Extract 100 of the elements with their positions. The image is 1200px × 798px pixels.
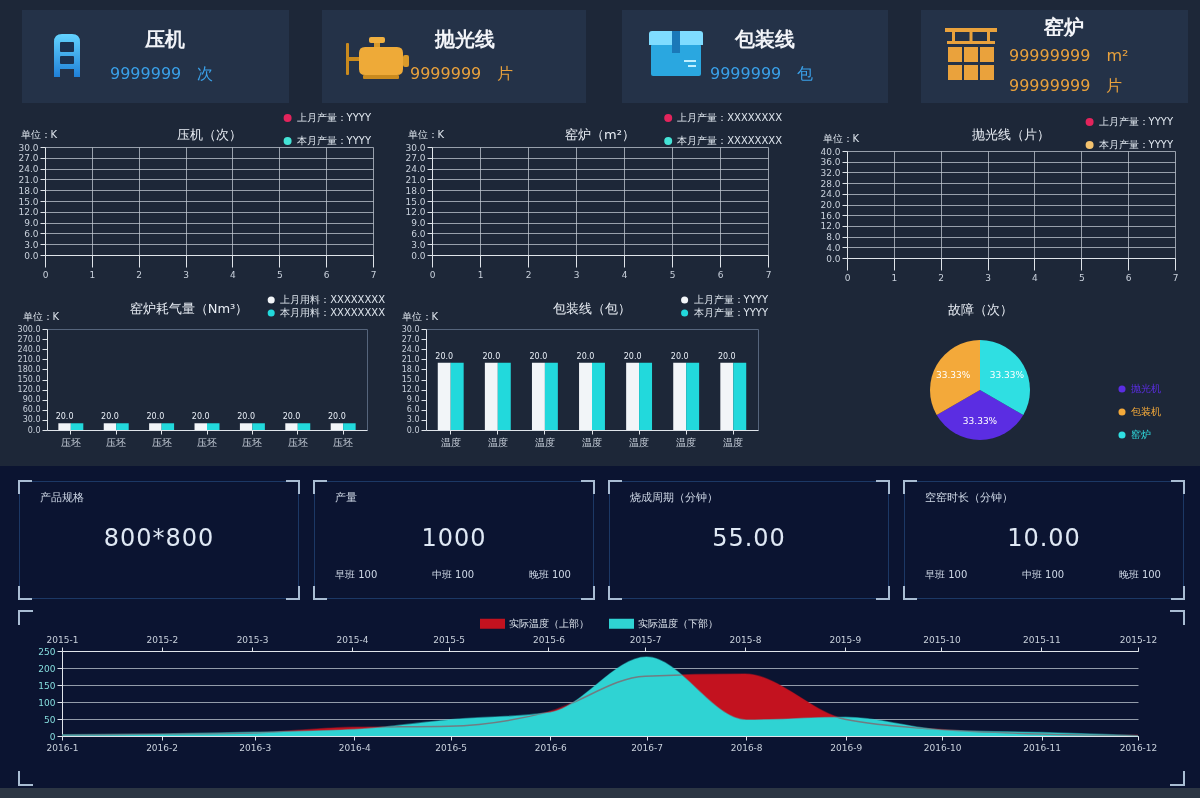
pie-slice bbox=[930, 340, 980, 415]
x-tick-label: 温度 bbox=[723, 436, 744, 448]
y-tick-label: 15.0 bbox=[401, 375, 420, 384]
text: 99999999 bbox=[1009, 46, 1091, 65]
data-label: 20.0 bbox=[529, 351, 548, 361]
y-tick-label: 6.0 bbox=[24, 228, 39, 239]
y-tick-label: 150.0 bbox=[17, 375, 41, 384]
x-tick-label: 温度 bbox=[534, 436, 555, 448]
y-tick-label: 18.0 bbox=[18, 185, 39, 196]
x-tick-label: 温度 bbox=[629, 436, 650, 448]
x-tick-label: 1 bbox=[89, 269, 96, 280]
legend-label: 本月产量：XXXXXXXX bbox=[677, 135, 783, 146]
y-tick-label: 18.0 bbox=[405, 185, 426, 196]
legend-label: 实际温度（上部） bbox=[509, 617, 589, 629]
data-label: 20.0 bbox=[435, 351, 454, 361]
y-tick-label: 150 bbox=[38, 680, 56, 691]
x2-tick-label: 2015-4 bbox=[336, 634, 369, 645]
chart-title: 压机（次） bbox=[176, 127, 242, 142]
text: 99999999 bbox=[1009, 76, 1091, 95]
text: 晚班 100 bbox=[528, 568, 571, 582]
text: 800*800 bbox=[102, 524, 216, 552]
text: 次 bbox=[197, 64, 214, 83]
legend-label: 抛光机 bbox=[1131, 383, 1161, 394]
y-axis-title: 单位：K bbox=[22, 310, 60, 322]
x-tick-label: 4 bbox=[230, 269, 237, 280]
y-tick-label: 0 bbox=[49, 731, 56, 742]
y-tick-label: 16.0 bbox=[820, 210, 841, 221]
y-tick-label: 8.0 bbox=[826, 232, 841, 243]
y-tick-label: 20.0 bbox=[820, 200, 841, 210]
legend-label: 本月产量：YYYY bbox=[1098, 139, 1174, 150]
y-tick-label: 9.0 bbox=[411, 218, 426, 229]
y-tick-label: 28.0 bbox=[820, 178, 841, 189]
x-tick-label: 2016-11 bbox=[1023, 742, 1061, 753]
text: 1000 bbox=[420, 524, 488, 552]
y-tick-label: 15.0 bbox=[18, 196, 39, 207]
y-tick-label: 90.0 bbox=[22, 395, 41, 405]
y-tick-label: 24.0 bbox=[820, 189, 841, 200]
y-axis-title: 单位：K bbox=[822, 132, 860, 144]
y-axis-title: 单位：K bbox=[20, 128, 58, 140]
x-tick-label: 3 bbox=[985, 272, 991, 283]
y-tick-label: 50 bbox=[44, 714, 56, 725]
text: 包装线 bbox=[733, 26, 796, 53]
text: 9999999 bbox=[110, 64, 182, 83]
x-tick-label: 温度 bbox=[487, 436, 508, 448]
x2-tick-label: 2015-9 bbox=[829, 634, 862, 645]
x-tick-label: 2 bbox=[938, 272, 945, 283]
y-tick-label: 30.0 bbox=[401, 324, 420, 334]
text: 抛光线 bbox=[433, 26, 496, 53]
y-tick-label: 21.0 bbox=[405, 174, 426, 185]
x-tick-label: 5 bbox=[276, 269, 283, 280]
legend-label: 上月产量：YYYY bbox=[1098, 116, 1174, 127]
legend-label: 包装机 bbox=[1131, 406, 1161, 417]
y-tick-label: 3.0 bbox=[24, 239, 39, 250]
x-tick-label: 压坯 bbox=[151, 436, 172, 448]
chart-title: 故障（次） bbox=[947, 302, 1013, 317]
data-label: 20.0 bbox=[328, 412, 346, 422]
x-tick-label: 2016-12 bbox=[1119, 742, 1158, 753]
x-tick-label: 0 bbox=[844, 272, 851, 283]
legend-label: 窑炉 bbox=[1131, 429, 1151, 440]
x-tick-label: 6 bbox=[717, 269, 724, 280]
text: 中班 100 bbox=[1021, 568, 1065, 582]
y-tick-label: 0.0 bbox=[406, 425, 420, 435]
x-tick-label: 2016-6 bbox=[534, 742, 567, 753]
x-tick-label: 3 bbox=[573, 269, 580, 280]
x-tick-label: 压坯 bbox=[106, 436, 127, 448]
x-tick-label: 2016-10 bbox=[923, 742, 962, 753]
data-label: 20.0 bbox=[55, 412, 74, 422]
x2-tick-label: 2015-11 bbox=[1023, 634, 1061, 645]
y-tick-label: 24.0 bbox=[401, 344, 420, 354]
chart-title: 抛光线（片） bbox=[972, 127, 1050, 142]
x-tick-label: 7 bbox=[765, 269, 772, 280]
x-tick-label: 7 bbox=[370, 269, 377, 280]
y-tick-label: 100 bbox=[38, 697, 56, 708]
data-label: 20.0 bbox=[146, 412, 165, 422]
x-tick-label: 2 bbox=[525, 269, 532, 280]
text: 早班 100 bbox=[335, 568, 378, 582]
x-tick-label: 温度 bbox=[676, 436, 697, 448]
text: 片 bbox=[1106, 76, 1123, 95]
legend-label: 本月产量：YYYY bbox=[296, 135, 372, 146]
text: 烧成周期（分钟） bbox=[630, 490, 718, 505]
x2-tick-label: 2015-12 bbox=[1119, 634, 1158, 645]
data-label: 33.33% bbox=[989, 369, 1025, 380]
y-tick-label: 21.0 bbox=[401, 354, 420, 364]
text: 10.00 bbox=[1006, 524, 1082, 552]
y-tick-label: 9.0 bbox=[406, 395, 420, 405]
y-tick-label: 210.0 bbox=[17, 354, 41, 364]
y-tick-label: 9.0 bbox=[24, 218, 39, 229]
pie-slice bbox=[936, 390, 1024, 440]
y-tick-label: 27.0 bbox=[18, 153, 39, 164]
chart-title: 包装线（包） bbox=[553, 301, 631, 316]
legend-label: 上月产量：YYYY bbox=[296, 112, 372, 123]
y-tick-label: 12.0 bbox=[820, 221, 841, 232]
data-label: 20.0 bbox=[482, 351, 501, 361]
data-label: 33.33% bbox=[935, 369, 971, 380]
x-tick-label: 6 bbox=[1125, 272, 1132, 283]
chart-title: 窑炉耗气量（Nm³） bbox=[129, 301, 249, 316]
legend-label: 上月产量：YYYY bbox=[693, 294, 769, 305]
data-label: 20.0 bbox=[191, 412, 210, 422]
x-tick-label: 压坯 bbox=[287, 436, 308, 448]
y-tick-label: 6.0 bbox=[411, 228, 426, 239]
